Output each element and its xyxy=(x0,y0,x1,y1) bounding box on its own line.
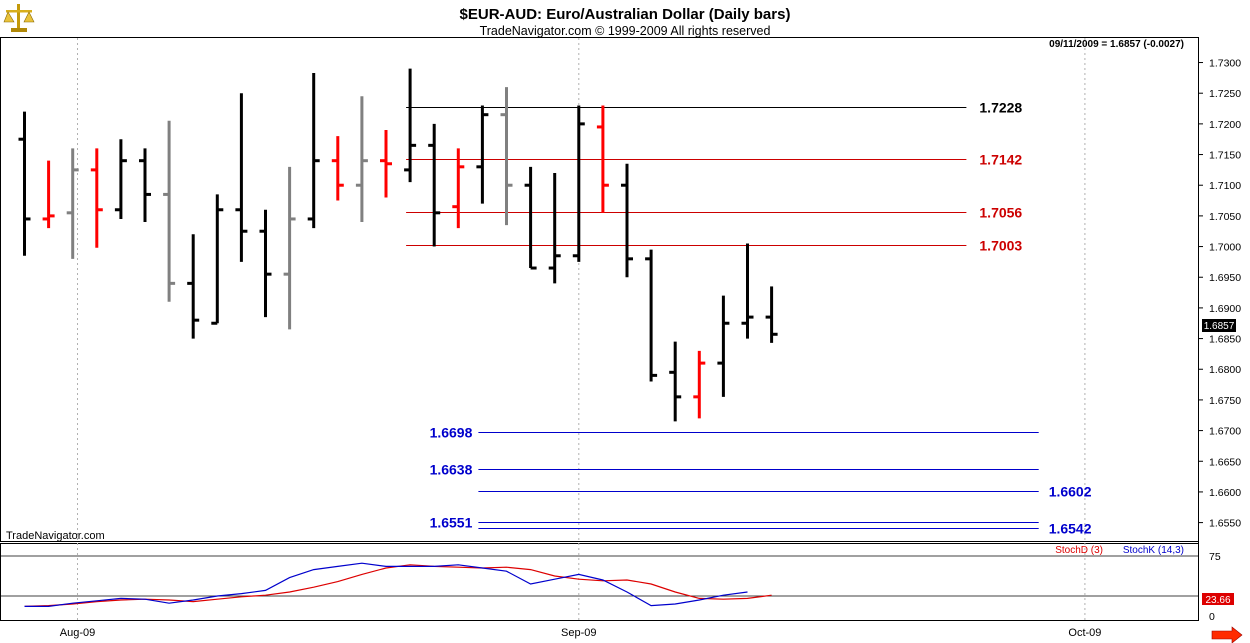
stoch-k-legend: StochK (14,3) xyxy=(1123,545,1184,556)
level-label: 1.6551 xyxy=(430,515,473,531)
y-tick-label: 1.6700 xyxy=(1209,426,1241,438)
ohlc-bar xyxy=(90,148,103,248)
ohlc-bar xyxy=(380,130,392,198)
ohlc-bar xyxy=(42,160,55,229)
ohlc-bar xyxy=(572,105,585,262)
bar-layer xyxy=(18,68,778,422)
y-tick-label: 1.7250 xyxy=(1209,88,1241,100)
last-bar-info: 09/11/2009 = 1.6857 (-0.0027) xyxy=(1049,39,1184,50)
y-tick-label: 1.6800 xyxy=(1209,364,1241,376)
y-tick-label: 1.7000 xyxy=(1209,242,1241,254)
ohlc-bar xyxy=(331,136,344,201)
stoch-value-box xyxy=(1202,593,1234,605)
ohlc-bar xyxy=(452,148,465,229)
stoch-layer: 75 0 xyxy=(1,551,1221,623)
ohlc-bar xyxy=(741,243,754,339)
y-tick-label: 1.6550 xyxy=(1209,518,1241,530)
ohlc-bar xyxy=(235,93,248,262)
y-tick-label: 1.6850 xyxy=(1209,334,1241,346)
ohlc-bar xyxy=(428,123,441,247)
level-layer: 1.7228 1.7142 1.7056 1.7003 1.6698 1.6638 1.66… xyxy=(406,100,1092,537)
ohlc-bar xyxy=(548,172,561,284)
level-label: 1.7142 xyxy=(979,152,1022,168)
stoch-panel-frame xyxy=(0,543,1199,621)
level-label: 1.6698 xyxy=(430,425,473,441)
last-price-box xyxy=(1202,319,1236,332)
ohlc-bar xyxy=(66,148,79,259)
axis-layer: Aug-09 Sep-09 Oct-09 1.7300 1.7250 1.7200 1.71… xyxy=(60,58,1241,639)
y-tick-label: 1.6900 xyxy=(1209,303,1241,315)
ohlc-bar xyxy=(163,120,176,302)
stoch-tick-label: 75 xyxy=(1209,551,1221,563)
ohlc-bar xyxy=(211,194,224,325)
ohlc-bar xyxy=(18,111,31,256)
level-label: 1.6638 xyxy=(430,462,473,478)
x-tick-label: Sep-09 xyxy=(561,627,596,639)
ohlc-bar xyxy=(283,166,296,330)
stoch-k-line xyxy=(24,562,748,608)
x-tick-label: Aug-09 xyxy=(60,627,95,639)
y-tick-label: 1.7200 xyxy=(1209,119,1241,131)
x-tick-label: Oct-09 xyxy=(1068,627,1101,639)
y-tick-label: 1.6600 xyxy=(1209,487,1241,499)
ohlc-bar xyxy=(355,96,368,223)
level-label: 1.6542 xyxy=(1049,521,1092,537)
last-price-label: 1.6857 xyxy=(1204,321,1235,332)
chart-title: $EUR-AUD: Euro/Australian Dollar (Daily … xyxy=(460,6,791,23)
y-tick-label: 1.6650 xyxy=(1209,456,1241,468)
level-label: 1.6602 xyxy=(1049,484,1092,500)
ohlc-bar xyxy=(476,105,489,204)
level-label: 1.7003 xyxy=(979,238,1022,254)
level-label: 1.7228 xyxy=(979,100,1022,116)
ohlc-bar xyxy=(139,148,151,223)
ohlc-bar xyxy=(621,163,633,278)
y-tick-label: 1.7100 xyxy=(1209,180,1241,192)
ohlc-bar xyxy=(187,234,200,339)
y-tick-label: 1.6950 xyxy=(1209,272,1241,284)
ohlc-bar xyxy=(596,105,609,213)
y-tick-label: 1.6750 xyxy=(1209,395,1241,407)
ohlc-bar xyxy=(645,249,658,382)
stoch-tick-label: 0 xyxy=(1209,611,1215,623)
scales-icon[interactable] xyxy=(3,4,35,32)
chart-subtitle: TradeNavigator.com © 1999-2009 All right… xyxy=(480,24,771,38)
stoch-d-legend: StochD (3) xyxy=(1055,545,1103,556)
level-label: 1.7056 xyxy=(979,205,1022,221)
ohlc-bar xyxy=(307,72,320,229)
watermark: TradeNavigator.com xyxy=(6,530,105,542)
ohlc-bar xyxy=(717,295,730,397)
ohlc-bar xyxy=(114,139,127,219)
stoch-value-label: 23.66 xyxy=(1205,595,1230,606)
ohlc-bar xyxy=(669,341,682,422)
stoch-d-line xyxy=(24,564,772,607)
ohlc-bar xyxy=(259,209,272,318)
ohlc-bar xyxy=(765,286,778,343)
ohlc-bar xyxy=(500,87,513,226)
y-tick-label: 1.7150 xyxy=(1209,150,1241,162)
ohlc-bar xyxy=(404,68,417,183)
ohlc-bar xyxy=(524,166,537,270)
ohlc-bar xyxy=(693,350,706,419)
red-arrow-right-icon[interactable] xyxy=(1211,626,1243,643)
y-tick-label: 1.7300 xyxy=(1209,58,1241,70)
y-tick-label: 1.7050 xyxy=(1209,211,1241,223)
